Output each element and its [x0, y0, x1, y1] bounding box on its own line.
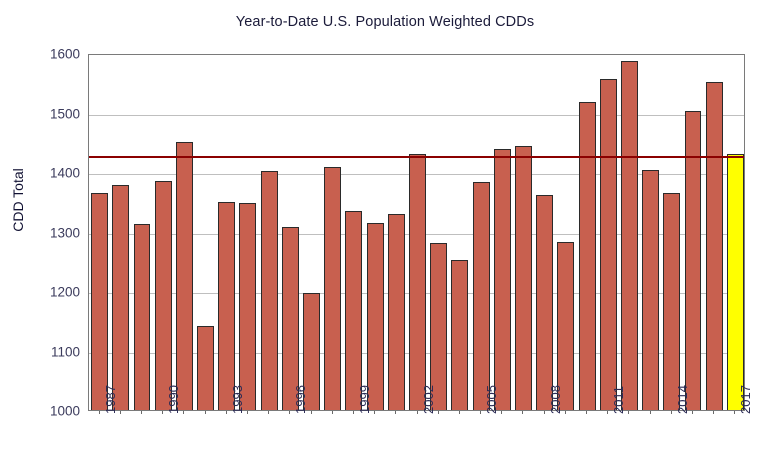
x-axis-tick-mark	[628, 411, 630, 414]
x-axis-tick-mark	[586, 411, 588, 414]
x-axis-tick-mark	[564, 411, 566, 414]
bar-2010[interactable]	[578, 102, 596, 410]
x-axis-tick-label-1999: 1999	[356, 385, 372, 414]
y-axis-tick-label: 1500	[49, 105, 80, 121]
x-axis-tick-mark	[480, 411, 482, 414]
x-axis-tick-label-2002: 2002	[420, 385, 436, 414]
x-axis-tick-mark	[246, 411, 248, 414]
chart-title: Year-to-Date U.S. Population Weighted CD…	[235, 14, 535, 30]
y-axis-tick-label: 1200	[49, 284, 80, 300]
y-axis-tick-label: 1100	[50, 343, 80, 359]
x-axis-tick-label-2005: 2005	[484, 385, 500, 414]
gridline	[89, 114, 744, 116]
bar-1989[interactable]	[133, 224, 151, 410]
x-axis-tick-label-1993: 1993	[229, 385, 245, 414]
x-axis-tick-mark	[331, 411, 333, 414]
bar-1998[interactable]	[324, 166, 342, 410]
x-axis-tick-label-2008: 2008	[547, 385, 563, 414]
y-axis-tick-label: 1300	[49, 224, 80, 240]
bar-2014[interactable]	[663, 192, 681, 410]
bar-1999[interactable]	[345, 211, 363, 410]
y-axis-tick-label: 1000	[49, 403, 80, 419]
x-axis-tick-mark	[416, 411, 418, 414]
y-axis-tick-label: 1400	[49, 165, 80, 181]
bar-2007[interactable]	[514, 146, 532, 410]
x-axis-tick-label-1990: 1990	[166, 385, 182, 414]
bar-2009[interactable]	[557, 241, 575, 410]
x-axis-tick-mark	[98, 411, 100, 414]
bar-1996[interactable]	[281, 226, 299, 410]
x-axis-tick-mark	[458, 411, 460, 414]
bar-1990[interactable]	[154, 180, 172, 410]
x-axis-tick-label-2014: 2014	[674, 385, 690, 414]
x-axis-tick-label-2017: 2017	[738, 385, 754, 414]
bar-1994[interactable]	[239, 202, 257, 410]
plot-area	[88, 54, 745, 411]
x-axis-tick-mark	[670, 411, 672, 414]
x-axis-tick-mark	[543, 411, 545, 414]
x-axis-tick-mark	[522, 411, 524, 414]
x-axis-tick-mark	[162, 411, 164, 414]
x-axis-tick-mark	[268, 411, 270, 414]
reference-line	[89, 156, 744, 159]
bar-2002[interactable]	[409, 153, 426, 410]
x-axis-tick-mark	[501, 411, 503, 414]
bar-2012[interactable]	[620, 60, 638, 410]
bar-1992[interactable]	[197, 325, 215, 410]
x-axis-tick-label-1987: 1987	[102, 385, 118, 414]
x-axis-tick-mark	[225, 411, 227, 414]
x-axis-tick-mark	[713, 411, 715, 414]
bar-2004[interactable]	[451, 260, 469, 410]
y-axis-title: CDD Total	[10, 168, 26, 232]
x-axis-tick-mark	[692, 411, 694, 414]
x-axis-tick-mark	[310, 411, 312, 414]
bar-2011[interactable]	[599, 78, 617, 410]
x-axis-tick-mark	[140, 411, 142, 414]
x-axis-tick-mark	[204, 411, 206, 414]
bar-2005[interactable]	[472, 182, 490, 410]
bar-1995[interactable]	[260, 171, 278, 410]
bar-2008[interactable]	[536, 195, 554, 410]
x-axis-tick-mark	[437, 411, 439, 414]
bar-1991[interactable]	[175, 141, 193, 410]
x-axis-tick-mark	[374, 411, 376, 414]
bar-2000[interactable]	[366, 222, 384, 410]
bar-1997[interactable]	[303, 292, 320, 410]
bar-2016[interactable]	[705, 81, 723, 410]
bar-1988[interactable]	[112, 185, 130, 410]
x-axis-tick-label-2011: 2011	[611, 386, 627, 414]
x-axis-tick-mark	[395, 411, 397, 414]
bar-2003[interactable]	[430, 243, 448, 410]
bar-2015[interactable]	[684, 111, 702, 410]
y-axis-tick-label: 1600	[49, 46, 80, 62]
x-axis-tick-mark	[649, 411, 651, 414]
bar-2017[interactable]	[726, 154, 744, 410]
bar-1993[interactable]	[218, 202, 236, 410]
bar-2006[interactable]	[493, 148, 511, 410]
x-axis-tick-mark	[734, 411, 736, 414]
x-axis-tick-label-1996: 1996	[293, 385, 309, 414]
bar-2013[interactable]	[642, 170, 660, 410]
bar-2001[interactable]	[387, 214, 405, 410]
x-axis-tick-mark	[183, 411, 185, 414]
bar-1987[interactable]	[91, 192, 109, 410]
x-axis-tick-mark	[352, 411, 354, 414]
x-axis-tick-mark	[607, 411, 609, 414]
x-axis-tick-mark	[119, 411, 121, 414]
x-axis-tick-mark	[289, 411, 291, 414]
